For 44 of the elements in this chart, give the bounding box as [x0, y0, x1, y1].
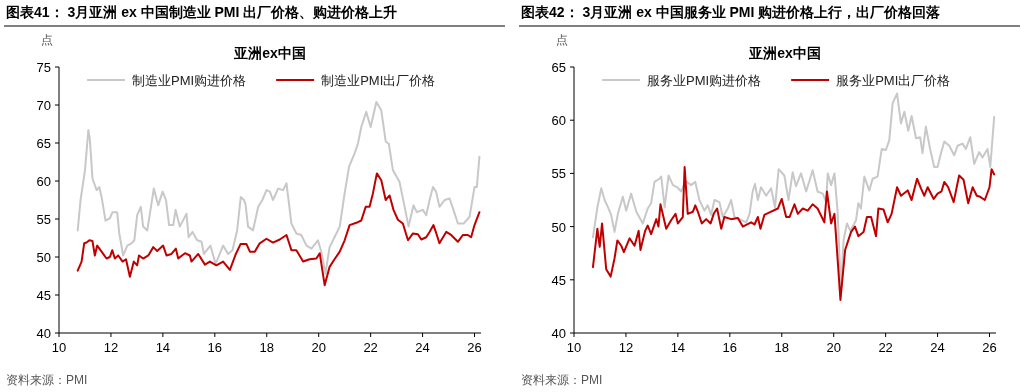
- y-tick-label: 50: [36, 250, 51, 265]
- x-tick-label: 12: [618, 340, 634, 355]
- x-tick-label: 10: [51, 340, 67, 355]
- y-tick-label: 65: [551, 60, 566, 75]
- x-tick-label: 24: [930, 340, 945, 355]
- legend-label: 制造业PMI购进价格: [132, 73, 247, 88]
- x-tick-label: 20: [311, 340, 326, 355]
- x-tick-label: 24: [415, 340, 430, 355]
- x-tick-label: 20: [826, 340, 841, 355]
- x-tick-label: 12: [103, 340, 119, 355]
- y-tick-label: 60: [36, 174, 51, 189]
- x-tick-label: 16: [722, 340, 738, 355]
- y-tick-label: 50: [551, 219, 566, 235]
- y-axis-title: 点: [41, 33, 53, 47]
- y-tick-label: 75: [36, 60, 51, 75]
- y-tick-label: 70: [36, 98, 51, 113]
- x-tick-label: 22: [878, 340, 893, 355]
- x-tick-label: 14: [155, 340, 171, 355]
- y-tick-label: 65: [36, 136, 51, 151]
- legend-label: 制造业PMI出厂价格: [321, 73, 436, 88]
- x-tick-label: 26: [467, 340, 482, 355]
- y-axis-title: 点: [556, 33, 568, 47]
- y-tick-label: 45: [551, 272, 566, 288]
- y-tick-label: 45: [36, 288, 51, 303]
- legend-label: 服务业PMI出厂价格: [836, 73, 951, 88]
- x-tick-label: 26: [982, 340, 997, 355]
- chart-subtitle: 亚洲ex中国: [233, 45, 306, 61]
- x-tick-label: 16: [207, 340, 223, 355]
- x-tick-label: 18: [259, 340, 274, 355]
- chart-title: 图表41： 3月亚洲 ex 中国制造业 PMI 出厂价格、购进价格上升: [6, 4, 398, 20]
- x-tick-label: 10: [566, 340, 582, 355]
- text: 资料来源：PMI: [6, 373, 88, 387]
- y-tick-label: 55: [551, 166, 566, 182]
- chart-title: 图表42： 3月亚洲 ex 中国服务业 PMI 购进价格上行，出厂价格回落: [521, 4, 942, 20]
- x-tick-label: 18: [774, 340, 789, 355]
- text: 资料来源：PMI: [521, 373, 603, 387]
- x-tick-label: 22: [363, 340, 378, 355]
- y-tick-label: 40: [36, 326, 51, 341]
- y-tick-label: 55: [36, 212, 51, 227]
- y-tick-label: 60: [551, 113, 566, 129]
- chart-subtitle: 亚洲ex中国: [748, 45, 821, 61]
- y-tick-label: 40: [551, 326, 566, 341]
- x-tick-label: 14: [670, 340, 686, 355]
- legend-label: 服务业PMI购进价格: [647, 73, 762, 88]
